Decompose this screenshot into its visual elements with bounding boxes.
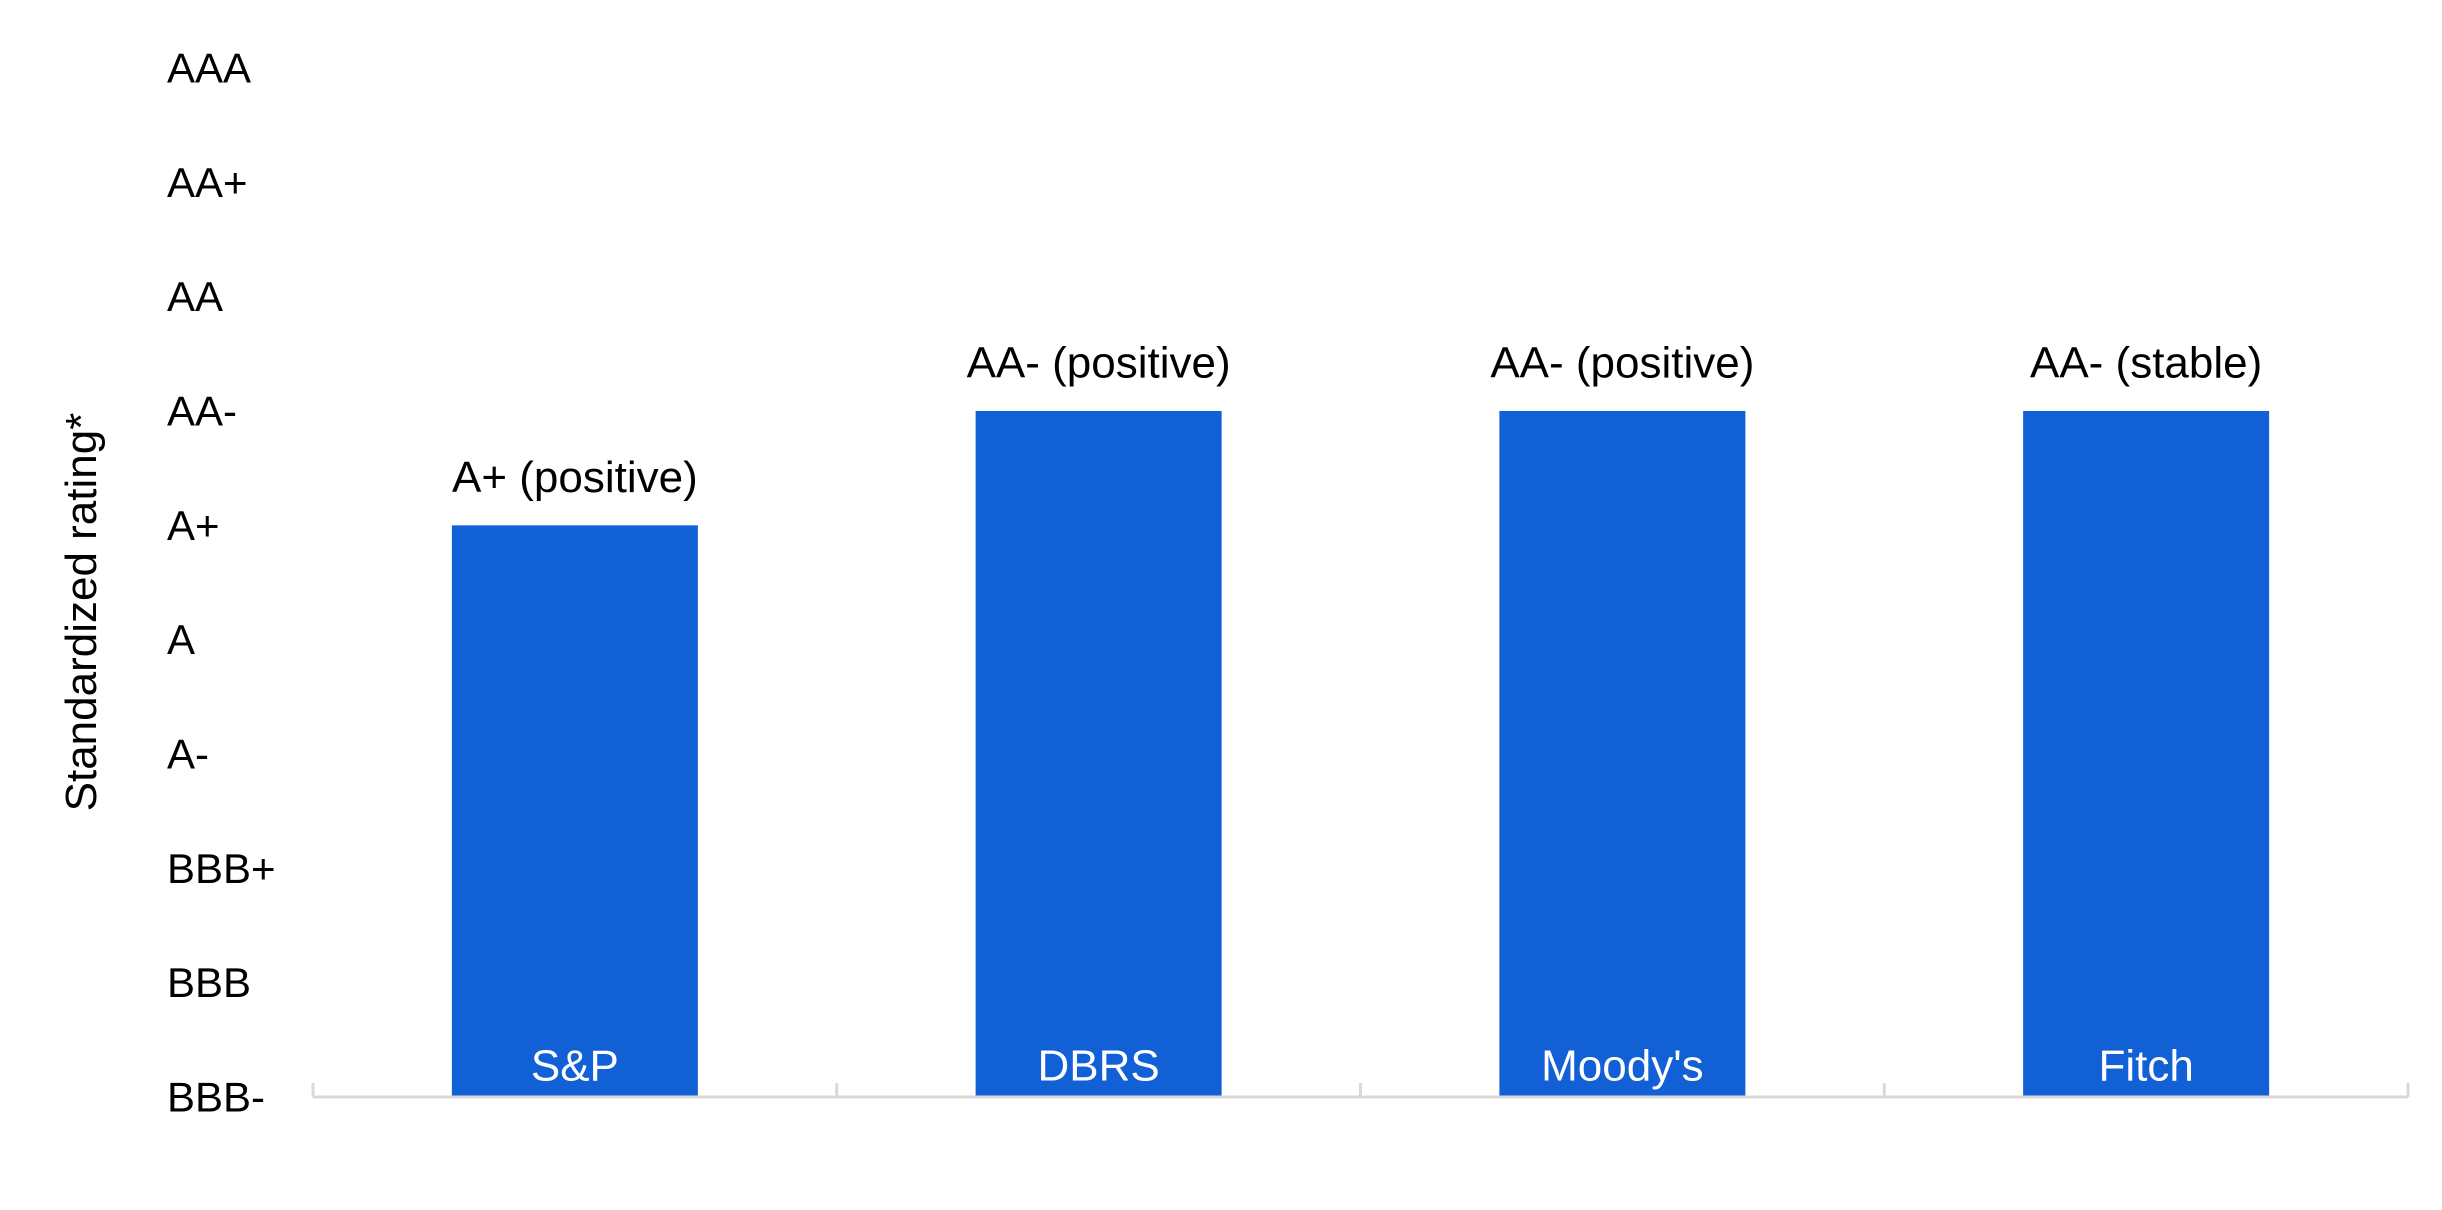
bar-data-label: AA- (positive) [1490,339,1754,388]
bar [975,411,1222,1097]
y-axis-title: Standardized rating* [57,413,106,812]
y-tick-label: BBB [167,959,251,1006]
bar-data-label: AA- (stable) [2030,339,2262,388]
category-label: DBRS [1038,1042,1160,1091]
y-tick-label: A+ [167,502,220,549]
y-tick-label: AA [167,273,223,320]
y-tick-label: A- [167,731,209,778]
bar-data-labels: A+ (positive) AA- (positive) AA- (positive… [452,339,2262,502]
category-label: Fitch [2098,1042,2193,1091]
bar-data-label: AA- (positive) [967,339,1231,388]
x-axis [311,1083,2410,1099]
y-tick-label: BBB- [167,1074,265,1121]
category-label: Moody's [1541,1042,1703,1091]
bar [1499,411,1746,1097]
bars [451,411,2270,1097]
bar-data-label: A+ (positive) [452,453,698,502]
bar [451,525,698,1097]
category-label: S&P [531,1042,619,1091]
y-tick-label: A [167,616,195,663]
bar [2023,411,2270,1097]
y-tick-label: BBB+ [167,845,276,892]
y-tick-label: AA+ [167,159,248,206]
y-tick-label: AAA [167,45,251,92]
category-labels: S&P DBRS Moody's Fitch [531,1042,2194,1091]
y-tick-label: AA- [167,388,237,435]
